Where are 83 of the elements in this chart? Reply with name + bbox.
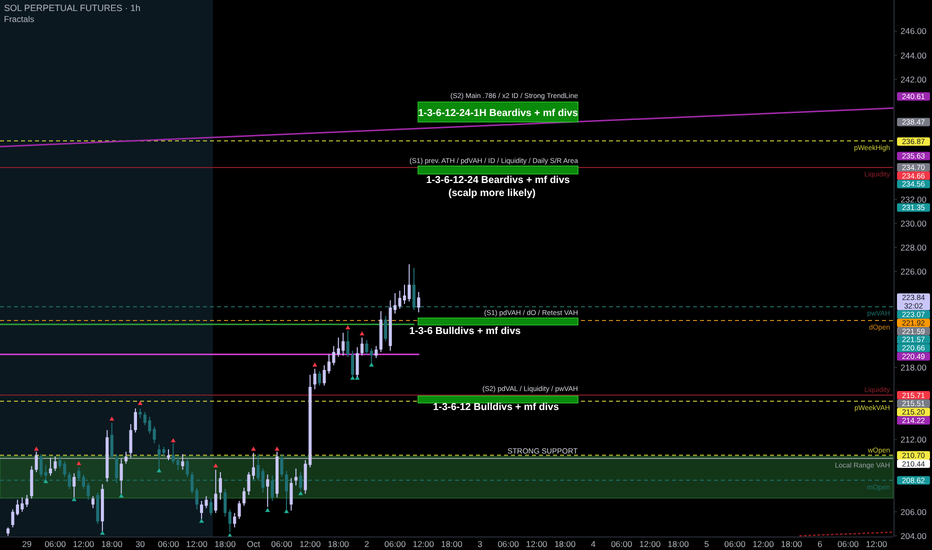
y-tick-label: 228.00 <box>900 242 927 252</box>
candlestick <box>209 498 213 516</box>
candlestick <box>266 474 270 508</box>
x-tick-label: 12:00 <box>639 539 661 549</box>
x-tick-label: 06:00 <box>838 539 860 549</box>
candlestick <box>152 426 156 444</box>
candlestick <box>280 454 284 478</box>
candlestick <box>374 345 378 358</box>
x-tick-label: 3 <box>478 539 483 549</box>
x-tick-label: 12:00 <box>412 539 434 549</box>
candlestick <box>138 408 142 419</box>
annotation: 1-3-6-12 Bulldivs + mf divs <box>433 402 560 413</box>
candlestick <box>214 469 218 514</box>
x-tick-label: 18:00 <box>214 539 236 549</box>
x-tick-label: 06:00 <box>724 539 746 549</box>
y-tick-label: 230.00 <box>900 218 927 228</box>
x-tick-label: 18:00 <box>101 539 123 549</box>
y-tick-label: 246.00 <box>900 26 927 36</box>
x-tick-label: 12:00 <box>866 539 888 549</box>
candlestick <box>91 496 95 509</box>
candlestick <box>242 487 246 506</box>
y-tick-label: 226.00 <box>900 266 927 277</box>
candlestick <box>195 487 198 510</box>
x-tick-label: 12:00 <box>526 539 548 549</box>
candlestick <box>186 458 189 478</box>
x-tick-label: 30 <box>135 539 146 549</box>
x-tick-label: 5 <box>704 539 710 549</box>
x-tick-label: 06:00 <box>498 539 520 549</box>
candlestick <box>228 508 232 533</box>
x-tick-label: 18:00 <box>668 539 690 549</box>
annotation: 1-3-6 Bulldivs + mf divs <box>409 326 522 337</box>
x-tick-label: 06:00 <box>384 539 406 549</box>
y-tick-label: 232.00 <box>900 194 927 204</box>
candlestick <box>48 457 52 476</box>
x-tick-label: 18:00 <box>441 539 463 549</box>
candlestick <box>181 454 184 470</box>
candlestick <box>129 424 132 458</box>
y-tick-label: 206.00 <box>900 506 927 517</box>
candlestick <box>384 315 388 342</box>
candlestick <box>110 422 114 460</box>
candlestick <box>233 512 236 528</box>
x-tick-label: 4 <box>590 539 596 549</box>
x-tick-label: 06:00 <box>44 539 66 549</box>
y-tick-label: 204.00 <box>900 530 927 541</box>
x-tick-label: 12:00 <box>752 539 774 549</box>
x-tick-label: 06:00 <box>158 539 180 549</box>
x-tick-label: 12:00 <box>186 539 208 549</box>
x-tick-label: 6 <box>817 539 822 549</box>
candlestick <box>318 370 322 386</box>
candlestick <box>54 456 57 472</box>
y-tick-label: 244.00 <box>900 50 927 60</box>
candlestick <box>134 408 137 433</box>
candlestick <box>238 500 241 520</box>
chart-title: SOL PERPETUAL FUTURES · 1h <box>4 3 140 13</box>
x-tick-label: 18:00 <box>328 539 350 549</box>
x-tick-label: 18:00 <box>780 539 802 549</box>
candlestick <box>224 488 227 518</box>
y-tick-label: 212.00 <box>900 434 927 445</box>
x-tick-label: Oct <box>246 539 261 549</box>
annotation: 1-3-6-12-24-1H Beardivs + mf divs <box>418 108 578 119</box>
annotation: (scalp more likely) <box>448 188 536 199</box>
candlestick <box>346 330 350 358</box>
x-tick-label: 18:00 <box>554 539 576 549</box>
y-tick-label: 218.00 <box>900 362 927 373</box>
candlestick <box>34 451 38 473</box>
candlestick <box>313 368 316 390</box>
x-tick-label: 06:00 <box>610 539 633 549</box>
x-tick-label: 12:00 <box>72 539 94 549</box>
candlestick <box>25 494 28 508</box>
candlestick <box>218 472 222 500</box>
annotation: 1-3-6-12-24 Beardivs + mf divs <box>426 175 570 186</box>
candlestick <box>290 478 293 512</box>
candlestick <box>294 468 298 486</box>
y-tick-label: 242.00 <box>900 74 927 84</box>
x-tick-label: 06:00 <box>271 539 293 549</box>
candlestick <box>356 346 359 378</box>
text: Fractals <box>4 14 34 24</box>
x-tick-label: 2 <box>364 539 370 549</box>
candlestick <box>417 291 420 313</box>
candlestick <box>360 337 364 356</box>
candlestick <box>124 451 128 464</box>
x-tick-label: 12:00 <box>299 539 321 549</box>
x-tick-label: 29 <box>22 539 32 549</box>
